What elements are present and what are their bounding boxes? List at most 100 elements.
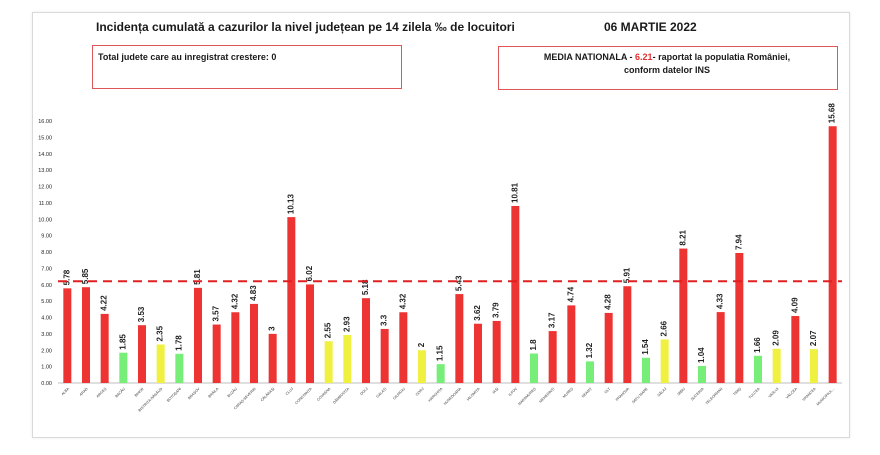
bar — [380, 328, 389, 383]
x-tick-label: TULCEA — [748, 386, 761, 399]
bar-value-label: 5.81 — [193, 269, 202, 285]
bar-value-label: 3.57 — [212, 305, 221, 321]
x-tick-label: GORJ — [415, 387, 425, 397]
x-tick-label: TELEORMAN — [705, 387, 724, 406]
x-tick-label: HUNEDOARA — [443, 386, 462, 405]
bar-value-label: 4.32 — [230, 293, 239, 309]
bar — [82, 287, 90, 383]
x-tick-label: MARAMUREȘ — [517, 386, 537, 406]
bar — [548, 331, 557, 383]
bar-value-label: 4.33 — [716, 293, 725, 309]
bar-value-label: 3.79 — [492, 302, 501, 318]
x-tick-label: CLUJ — [285, 387, 294, 396]
bar-value-label: 3.17 — [548, 312, 557, 328]
y-tick-label: 8.00 — [41, 250, 52, 256]
x-tick-label: GIURGIU — [392, 387, 406, 401]
bar — [175, 353, 184, 383]
bar-value-label: 3.62 — [473, 305, 482, 321]
bar-value-label: 7.94 — [734, 234, 743, 250]
bar-value-label: 2 — [417, 342, 426, 347]
x-tick-label: SATU MARE — [631, 386, 649, 404]
bar-value-label: 3.3 — [380, 314, 389, 326]
national-average-source: conform datelor INS — [623, 65, 710, 75]
x-tick-label: OLT — [604, 386, 612, 394]
x-tick-label: VASLUI — [768, 387, 780, 399]
bar-value-label: 10.81 — [510, 182, 519, 203]
bar — [455, 294, 464, 383]
bar — [642, 357, 650, 383]
bar-value-label: 5.91 — [622, 267, 631, 283]
y-tick-label: 5.00 — [41, 299, 52, 305]
increase-summary-text: Total judete care au inregistrat crester… — [98, 52, 277, 62]
bar-value-label: 2.35 — [156, 325, 165, 341]
y-tick-label: 11.00 — [39, 201, 52, 207]
bar — [362, 298, 370, 383]
y-tick-label: 0.00 — [41, 381, 52, 387]
bar-value-label: 2.93 — [342, 316, 351, 332]
x-tick-label: IALOMIȚA — [466, 386, 481, 401]
bar-value-label: 8.21 — [678, 229, 687, 245]
bar-value-label: 4.28 — [604, 294, 613, 310]
bar — [530, 353, 538, 383]
x-tick-label: CONSTANȚA — [294, 386, 313, 405]
chart-date: 06 MARTIE 2022 — [604, 20, 697, 34]
bar — [194, 287, 202, 383]
x-tick-label: SUCEAVA — [690, 386, 705, 401]
bar-value-label: 1.8 — [529, 339, 538, 351]
y-tick-label: 7.00 — [41, 266, 52, 272]
bar — [250, 303, 258, 383]
bar — [623, 286, 632, 383]
bar — [418, 350, 426, 383]
x-tick-label: BUZĂU — [227, 387, 239, 399]
x-tick-label: ARGEȘ — [96, 386, 108, 398]
x-tick-label: DÂMBOVIȚA — [332, 386, 350, 404]
bar — [119, 352, 128, 383]
x-tick-label: SĂLAJ — [657, 387, 668, 398]
bar-value-label: 6.02 — [305, 265, 314, 281]
x-tick-label: NEAMȚ — [581, 386, 593, 398]
x-tick-label: ILFOV — [508, 386, 519, 397]
bar-value-label: 2.09 — [772, 330, 781, 346]
y-tick-label: 1.00 — [41, 365, 52, 371]
bar — [791, 316, 800, 383]
y-tick-label: 13.00 — [38, 168, 52, 174]
bar — [772, 348, 781, 383]
x-tick-label: ARAD — [79, 387, 89, 397]
national-average-text: MEDIA NATIONALA - 6.21- raportat la popu… — [498, 51, 836, 77]
x-tick-label: SIBIU — [677, 387, 687, 397]
bar-value-label: 4.22 — [100, 295, 109, 311]
bar-value-label: 1.32 — [585, 342, 594, 358]
bar — [63, 288, 72, 383]
x-tick-label: TIMIȘ — [732, 386, 742, 396]
bar — [511, 205, 520, 383]
x-tick-label: BRĂILA — [207, 386, 219, 398]
national-average-prefix: MEDIA NATIONALA - — [543, 52, 636, 62]
y-tick-label: 16.00 — [38, 119, 52, 125]
x-tick-label: BRAȘOV — [187, 386, 201, 400]
x-tick-label: VRANCEA — [802, 386, 818, 402]
y-tick-label: 9.00 — [41, 234, 52, 240]
national-average-suffix: - raportat la populatia României, — [652, 52, 791, 62]
x-tick-label: BIHOR — [134, 387, 145, 398]
y-tick-label: 10.00 — [38, 217, 52, 223]
bar — [287, 217, 296, 383]
bar-value-label: 10.13 — [286, 194, 295, 215]
y-tick-label: 4.00 — [41, 316, 52, 322]
bar-value-label: 2.66 — [660, 320, 669, 336]
bar — [567, 305, 576, 383]
bar — [138, 325, 146, 383]
bar-value-label: 5.85 — [81, 268, 90, 284]
bar — [660, 339, 669, 383]
bar — [100, 313, 109, 383]
increase-summary-box — [92, 45, 402, 89]
y-tick-label: 3.00 — [41, 332, 52, 338]
bar — [735, 252, 744, 383]
bar-value-label: 4.09 — [790, 297, 799, 313]
bar — [492, 320, 501, 383]
bar-value-label: 4.83 — [249, 285, 258, 301]
y-tick-label: 6.00 — [41, 283, 52, 289]
bar — [754, 355, 762, 383]
bar — [604, 312, 613, 383]
bar — [436, 364, 445, 383]
